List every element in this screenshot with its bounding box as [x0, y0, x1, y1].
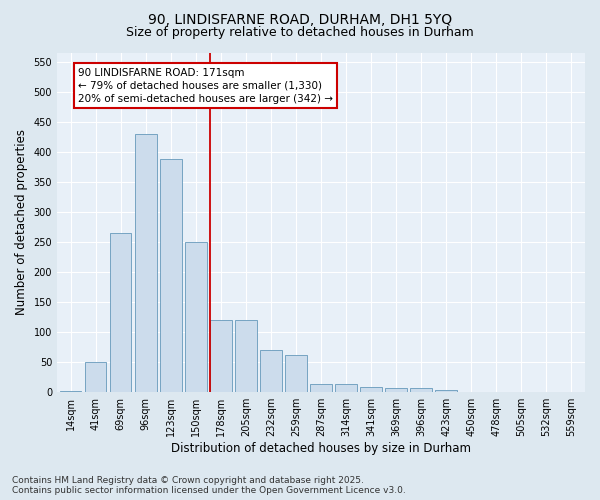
- Y-axis label: Number of detached properties: Number of detached properties: [15, 130, 28, 316]
- Bar: [110, 233, 131, 392]
- Bar: [185, 242, 206, 392]
- Bar: [235, 320, 257, 392]
- Bar: [160, 159, 182, 392]
- Bar: [361, 387, 382, 392]
- X-axis label: Distribution of detached houses by size in Durham: Distribution of detached houses by size …: [171, 442, 471, 455]
- Bar: [135, 134, 157, 392]
- Bar: [310, 384, 332, 392]
- Bar: [410, 388, 432, 392]
- Text: Contains HM Land Registry data © Crown copyright and database right 2025.
Contai: Contains HM Land Registry data © Crown c…: [12, 476, 406, 495]
- Text: 90, LINDISFARNE ROAD, DURHAM, DH1 5YQ: 90, LINDISFARNE ROAD, DURHAM, DH1 5YQ: [148, 12, 452, 26]
- Bar: [60, 391, 82, 392]
- Bar: [85, 362, 106, 392]
- Bar: [385, 388, 407, 392]
- Bar: [286, 355, 307, 392]
- Bar: [335, 384, 356, 392]
- Bar: [260, 350, 281, 392]
- Text: 90 LINDISFARNE ROAD: 171sqm
← 79% of detached houses are smaller (1,330)
20% of : 90 LINDISFARNE ROAD: 171sqm ← 79% of det…: [79, 68, 334, 104]
- Bar: [436, 390, 457, 392]
- Bar: [210, 320, 232, 392]
- Text: Size of property relative to detached houses in Durham: Size of property relative to detached ho…: [126, 26, 474, 39]
